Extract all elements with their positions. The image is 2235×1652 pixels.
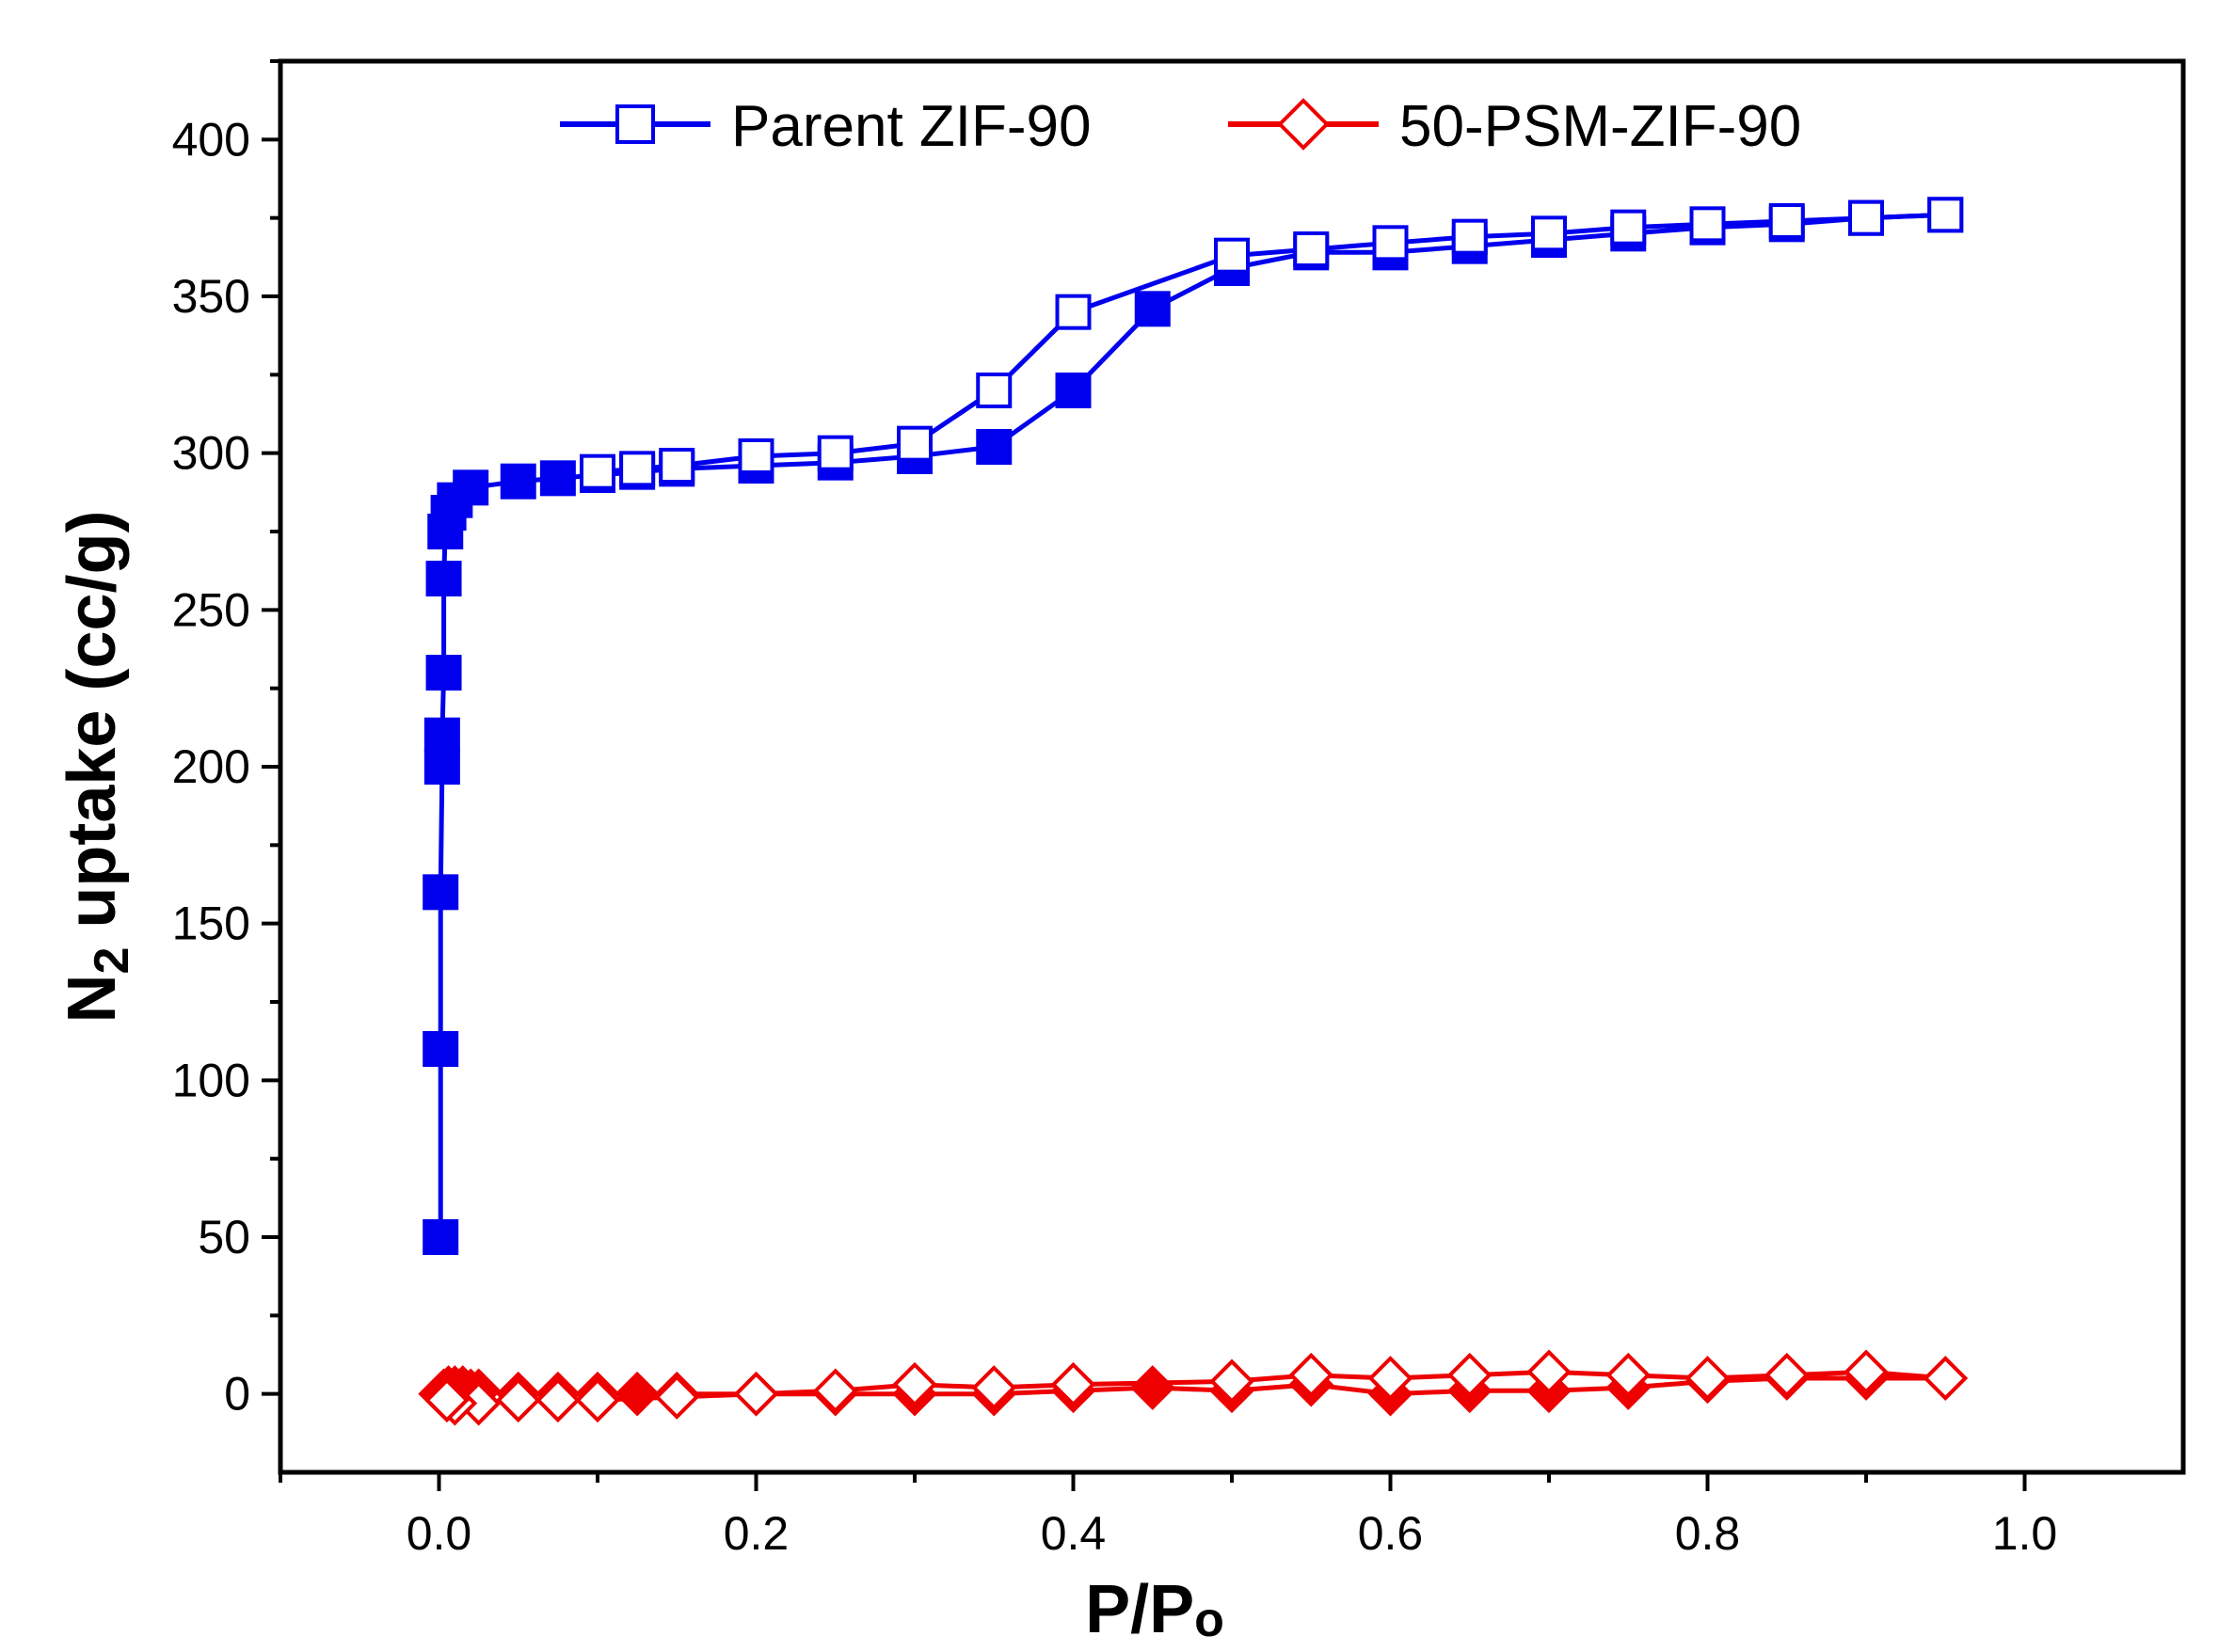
parent-zif90-adsorption-point [453, 469, 489, 506]
parent-zif90-desorption-point [1848, 199, 1884, 236]
parent-zif90-adsorption-point [423, 874, 459, 911]
parent-zif90-desorption-point [1689, 206, 1726, 243]
legend-marker-psm [1277, 98, 1330, 151]
psm-zif90-desorption-point [1446, 1352, 1493, 1398]
psm-zif90-desorption-point [971, 1365, 1017, 1410]
y-axis-title: N2 uptake (cc/g) [55, 510, 139, 1023]
psm-zif90-desorption-point [812, 1368, 858, 1414]
psm-zif90-desorption-point [1764, 1352, 1810, 1398]
y-tick-label: 100 [172, 1054, 250, 1106]
parent-zif90-desorption-point [1610, 209, 1647, 246]
parent-zif90-desorption-point [897, 425, 933, 462]
parent-zif90-desorption-line [597, 212, 1946, 475]
parent-zif90-adsorption-point [1055, 373, 1092, 408]
parent-zif90-adsorption-point [423, 1031, 459, 1067]
y-tick-label: 50 [198, 1211, 250, 1263]
parent-zif90-desorption-point [1372, 225, 1409, 262]
psm-zif90-desorption-point [1288, 1352, 1334, 1398]
psm-zif90-desorption-point [1605, 1352, 1652, 1398]
psm-zif90-desorption-point [1209, 1358, 1254, 1405]
parent-zif90-adsorption-point [539, 460, 576, 497]
psm-zif90-desorption-point [535, 1377, 581, 1423]
psm-zif90-desorption-point [424, 1377, 470, 1423]
parent-zif90-desorption-point [619, 451, 656, 487]
parent-zif90-desorption-point [1214, 237, 1250, 274]
y-tick-label: 300 [172, 427, 250, 480]
parent-zif90-adsorption-point [1134, 291, 1171, 327]
x-tick-label: 0.0 [407, 1507, 472, 1560]
psm-zif90-adsorption-point [615, 1371, 660, 1417]
parent-zif90-adsorption-point [976, 429, 1013, 465]
x-tick-label: 0.8 [1675, 1507, 1741, 1560]
psm-zif90-desorption-point [1367, 1356, 1413, 1401]
parent-zif90-desorption-point [1055, 294, 1092, 330]
x-tick-label: 0.6 [1358, 1507, 1424, 1560]
parent-zif90-adsorption-point [425, 655, 462, 691]
parent-zif90-desorption-point [1768, 203, 1805, 239]
parent-zif90-adsorption-point [423, 749, 460, 785]
y-tick-label: 200 [172, 740, 250, 793]
y-tick-label: 350 [172, 270, 250, 323]
psm-zif90-desorption-point [733, 1371, 779, 1417]
legend-label-psm: 50-PSM-ZIF-90 [1399, 94, 1801, 159]
legend-label-parent: Parent ZIF-90 [731, 94, 1091, 159]
parent-zif90-desorption-point [659, 448, 695, 484]
psm-zif90-desorption-point [575, 1377, 620, 1423]
psm-zif90-desorption-point [1844, 1349, 1889, 1395]
legend-marker-parent [615, 104, 655, 144]
parent-zif90-adsorption-point [425, 561, 462, 596]
axis-ticks: 0 50 100 150 200 250 300 350 400 0.0 0.2 0.4 0.6 0.8 1… [172, 59, 2058, 1560]
y-tick-label: 150 [172, 897, 250, 950]
psm-zif90-desorption-point [1526, 1349, 1572, 1395]
psm-zif90-desorption-point [1684, 1356, 1731, 1401]
y-tick-label: 400 [172, 113, 250, 166]
psm-zif90-desorption-point [892, 1361, 937, 1407]
legend: Parent ZIF-90 50-PSM-ZIF-90 [560, 94, 1801, 159]
parent-zif90-desorption-point [1451, 218, 1488, 255]
parent-zif90-desorption-point [1531, 215, 1567, 252]
x-tick-label: 1.0 [1992, 1507, 2058, 1560]
y-tick-label: 250 [172, 583, 250, 636]
parent-zif90-desorption-point [1293, 231, 1330, 267]
psm-zif90-desorption-point [654, 1374, 700, 1420]
psm-zif90-desorption-point [495, 1377, 541, 1423]
psm-zif90-adsorption-point [1129, 1365, 1175, 1410]
y-tick-label: 0 [224, 1368, 250, 1421]
psm-zif90-desorption-point [1923, 1356, 1969, 1401]
parent-zif90-desorption-point [1927, 197, 1964, 233]
x-axis-title: P/Po [1085, 1572, 1224, 1647]
psm-zif90-desorption-point [1050, 1361, 1096, 1407]
series-layer [418, 197, 1969, 1426]
parent-zif90-adsorption-point [423, 717, 460, 754]
parent-zif90-adsorption-point [500, 463, 536, 500]
parent-zif90-adsorption-line [438, 212, 1946, 1237]
parent-zif90-desorption-point [738, 438, 774, 474]
parent-zif90-desorption-point [580, 453, 615, 490]
x-tick-label: 0.2 [724, 1507, 790, 1560]
parent-zif90-desorption-point [976, 373, 1013, 408]
parent-zif90-adsorption-point [423, 1219, 459, 1255]
parent-zif90-desorption-point [817, 435, 854, 471]
x-tick-label: 0.4 [1041, 1507, 1107, 1560]
